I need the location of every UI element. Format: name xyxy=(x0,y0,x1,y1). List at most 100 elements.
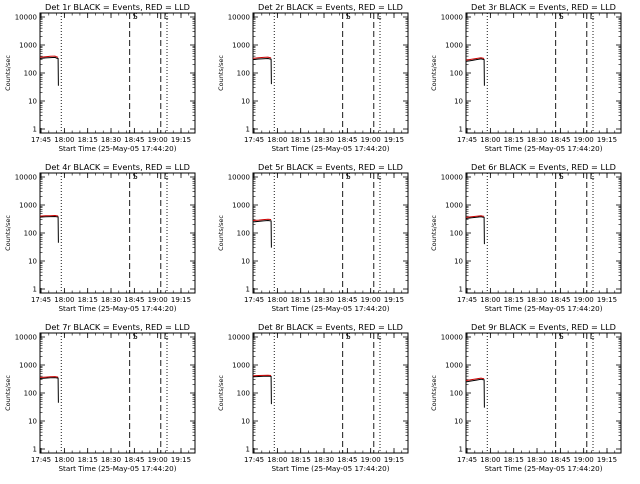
detector-panel-7r: Det 7r BLACK = Events, RED = LLD Counts/s… xyxy=(4,322,196,473)
marker-label-S: S xyxy=(559,332,564,341)
x-tick-label: 18:30 xyxy=(527,456,547,464)
y-tick-label: 1 xyxy=(459,126,463,134)
y-tick-label: 1000 xyxy=(19,362,37,370)
y-axis-label: Counts/sec xyxy=(430,375,438,411)
y-tick-label: 1 xyxy=(459,446,463,454)
y-tick-label: 10000 xyxy=(441,334,463,342)
x-tick-label: 17:45 xyxy=(244,296,264,304)
detector-panel-2r: Det 2r BLACK = Events, RED = LLD Counts/s… xyxy=(217,2,409,153)
series-line-lld xyxy=(465,377,485,381)
marker-label-S: S xyxy=(559,172,564,181)
plot-frame xyxy=(252,12,409,134)
x-tick-label: 18:30 xyxy=(101,456,121,464)
x-tick-label: 18:15 xyxy=(78,136,98,144)
y-tick-label: 1 xyxy=(33,446,37,454)
marker-label-L: L xyxy=(590,332,595,341)
panel-title: Det 6r BLACK = Events, RED = LLD xyxy=(471,162,616,172)
y-tick-label: 10 xyxy=(28,258,37,266)
series-line-events xyxy=(465,216,485,245)
x-tick-label: 19:15 xyxy=(171,136,191,144)
plot-frame xyxy=(39,12,196,134)
x-tick-label: 18:45 xyxy=(550,296,570,304)
x-tick-label: 19:15 xyxy=(597,136,617,144)
y-tick-label: 10000 xyxy=(15,174,37,182)
marker-label-L: L xyxy=(590,172,595,181)
x-tick-label: 18:30 xyxy=(101,296,121,304)
x-tick-label: 17:45 xyxy=(457,296,477,304)
y-tick-label: 100 xyxy=(24,70,37,78)
x-axis-label: Start Time (25-May-05 17:44:20) xyxy=(484,144,602,153)
x-tick-label: 18:15 xyxy=(291,456,311,464)
series-line-lld xyxy=(39,214,59,217)
x-tick-label: 19:00 xyxy=(148,456,168,464)
x-tick-label: 18:45 xyxy=(550,136,570,144)
y-axis-label: Counts/sec xyxy=(4,55,12,91)
x-tick-label: 18:00 xyxy=(480,456,500,464)
y-tick-label: 10 xyxy=(28,418,37,426)
x-tick-label: 18:30 xyxy=(527,136,547,144)
x-axis-label: Start Time (25-May-05 17:44:20) xyxy=(484,304,602,313)
y-tick-label: 1000 xyxy=(19,42,37,50)
x-tick-label: 17:45 xyxy=(31,136,51,144)
x-tick-label: 17:45 xyxy=(244,456,264,464)
y-axis-label: Counts/sec xyxy=(217,375,225,411)
series-line-events xyxy=(39,377,59,403)
y-tick-label: 100 xyxy=(237,230,250,238)
plot-frame xyxy=(39,332,196,454)
y-tick-label: 10000 xyxy=(228,174,250,182)
x-tick-label: 19:00 xyxy=(574,456,594,464)
x-tick-label: 18:15 xyxy=(291,136,311,144)
x-tick-label: 18:15 xyxy=(78,456,98,464)
panel-title: Det 4r BLACK = Events, RED = LLD xyxy=(45,162,190,172)
y-tick-label: 1000 xyxy=(445,42,463,50)
x-axis-label: Start Time (25-May-05 17:44:20) xyxy=(58,144,176,153)
x-tick-label: 18:45 xyxy=(337,296,357,304)
marker-label-S: S xyxy=(346,172,351,181)
series-line-lld xyxy=(252,56,272,59)
series-line-events xyxy=(465,58,485,86)
x-axis-label: Start Time (25-May-05 17:44:20) xyxy=(271,464,389,473)
marker-label-S: S xyxy=(133,172,138,181)
series-line-lld xyxy=(465,57,485,61)
series-line-events xyxy=(39,56,59,86)
x-tick-label: 18:45 xyxy=(124,136,144,144)
y-tick-label: 1 xyxy=(246,126,250,134)
marker-label-L: L xyxy=(164,332,169,341)
series-line-events xyxy=(252,57,272,85)
y-tick-label: 1000 xyxy=(232,42,250,50)
y-tick-label: 100 xyxy=(450,390,463,398)
x-tick-label: 18:00 xyxy=(480,296,500,304)
panel-title: Det 5r BLACK = Events, RED = LLD xyxy=(258,162,403,172)
y-tick-label: 10000 xyxy=(15,14,37,22)
x-tick-label: 18:00 xyxy=(267,296,287,304)
series-line-lld xyxy=(39,376,59,378)
x-tick-label: 19:15 xyxy=(384,136,404,144)
series-line-lld xyxy=(252,218,272,221)
x-tick-label: 18:30 xyxy=(527,296,547,304)
y-tick-label: 10 xyxy=(28,98,37,106)
y-tick-label: 1 xyxy=(246,446,250,454)
x-tick-label: 18:15 xyxy=(504,456,524,464)
x-tick-label: 18:45 xyxy=(124,456,144,464)
marker-label-S: S xyxy=(133,12,138,21)
y-axis-label: Counts/sec xyxy=(217,215,225,251)
y-tick-label: 1000 xyxy=(445,362,463,370)
x-tick-label: 19:15 xyxy=(171,296,191,304)
series-line-lld xyxy=(252,374,272,377)
y-tick-label: 10000 xyxy=(441,14,463,22)
x-tick-label: 18:00 xyxy=(267,136,287,144)
x-tick-label: 18:15 xyxy=(504,136,524,144)
y-tick-label: 10 xyxy=(454,98,463,106)
y-axis-label: Counts/sec xyxy=(217,55,225,91)
marker-label-S: S xyxy=(133,332,138,341)
x-tick-label: 19:00 xyxy=(361,456,381,464)
y-tick-label: 100 xyxy=(450,70,463,78)
y-tick-label: 10000 xyxy=(228,14,250,22)
x-tick-label: 17:45 xyxy=(31,296,51,304)
x-tick-label: 18:15 xyxy=(78,296,98,304)
x-axis-label: Start Time (25-May-05 17:44:20) xyxy=(271,304,389,313)
y-tick-label: 10 xyxy=(241,418,250,426)
x-tick-label: 18:45 xyxy=(337,136,357,144)
x-axis-label: Start Time (25-May-05 17:44:20) xyxy=(58,304,176,313)
